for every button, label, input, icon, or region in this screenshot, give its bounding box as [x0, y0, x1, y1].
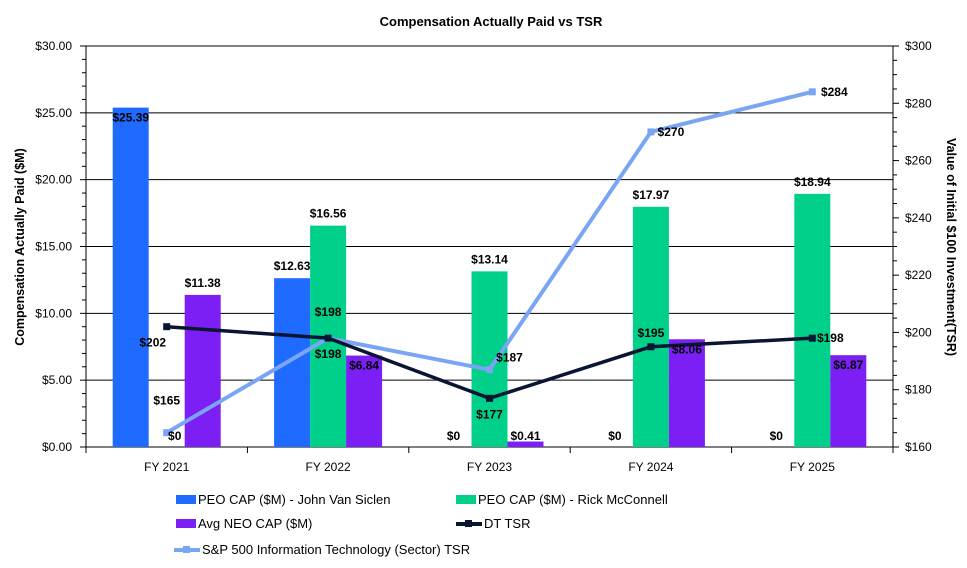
tsr-marker	[486, 394, 493, 402]
legend-item-avg-neo: Avg NEO CAP ($M)	[176, 516, 312, 531]
bar-data-label: $0	[168, 429, 182, 443]
tsr-marker	[647, 128, 655, 136]
y-tick-label: $20.00	[35, 173, 72, 187]
legend-swatch	[176, 519, 196, 528]
x-tick-label: FY 2022	[306, 460, 351, 474]
bar-data-label: $17.97	[633, 188, 670, 202]
bar	[507, 441, 544, 447]
bars	[112, 107, 867, 447]
bar-data-label: $0	[447, 429, 461, 443]
legend-swatch	[176, 495, 196, 504]
bar	[668, 339, 705, 447]
y-tick-label: $15.00	[35, 240, 72, 254]
bar-data-label: $6.84	[349, 359, 379, 373]
x-tick-label: FY 2024	[628, 460, 673, 474]
tsr-marker	[163, 429, 171, 437]
tsr-data-label: $284	[821, 85, 848, 99]
legend-label: S&P 500 Information Technology (Sector) …	[202, 542, 471, 557]
data-labels: $25.39 $12.63 $0 $0 $0 $0 $16.56 $13.14 $17.97 $1…	[112, 85, 863, 443]
chart-title: Compensation Actually Paid vs TSR	[380, 14, 603, 29]
bar	[346, 355, 383, 447]
legend-label: Avg NEO CAP ($M)	[198, 516, 313, 531]
tsr-data-label: $195	[638, 326, 665, 340]
bar-data-label: $0.41	[510, 429, 540, 443]
tsr-data-label: $198	[315, 347, 342, 361]
y2-tick-label: $220	[905, 268, 932, 282]
bar	[632, 206, 669, 447]
legend-line-marker	[174, 545, 200, 553]
tsr-data-label: $177	[476, 407, 503, 421]
legend-item-peo-van-siclen: PEO CAP ($M) - John Van Siclen	[176, 492, 390, 507]
legend-line-marker	[456, 519, 482, 527]
tsr-marker	[808, 88, 816, 96]
bar-data-label: $25.39	[112, 111, 149, 125]
bar-data-label: $16.56	[310, 207, 347, 221]
tsr-data-label: $165	[153, 394, 180, 408]
x-tick-label: FY 2025	[790, 460, 835, 474]
y2-tick-label: $280	[905, 96, 932, 110]
tsr-marker	[324, 334, 332, 342]
legend-label: DT TSR	[484, 516, 531, 531]
y-tick-label: $0.00	[42, 440, 72, 454]
bar	[112, 107, 149, 447]
tsr-marker	[808, 334, 816, 342]
bar	[274, 278, 311, 447]
legend-item-sp500-tsr: S&P 500 Information Technology (Sector) …	[174, 542, 470, 557]
legend-item-dt-tsr: DT TSR	[456, 516, 530, 531]
tsr-marker	[163, 323, 171, 331]
bar	[184, 294, 221, 447]
y2-tick-label: $200	[905, 325, 932, 339]
tsr-marker	[486, 366, 493, 374]
x-tick-label: FY 2021	[144, 460, 189, 474]
y-tick-label: $25.00	[35, 106, 72, 120]
bar-data-label: $12.63	[274, 259, 311, 273]
bar-data-label: $0	[608, 429, 622, 443]
tsr-marker	[647, 343, 655, 351]
lines	[163, 88, 816, 437]
y-tick-label: $10.00	[35, 306, 72, 320]
legend-label: PEO CAP ($M) - John Van Siclen	[198, 492, 391, 507]
bar-data-label: $18.94	[794, 175, 831, 189]
bar	[830, 355, 867, 447]
tsr-data-label: $198	[315, 305, 342, 319]
legend-item-peo-mcconnell: PEO CAP ($M) - Rick McConnell	[456, 492, 668, 507]
bar-data-label: $8.06	[672, 342, 702, 356]
y2-tick-label: $180	[905, 383, 932, 397]
y2-tick-label: $240	[905, 211, 932, 225]
y2-tick-label: $260	[905, 154, 932, 168]
y2-axis-title: Value of Initial $100 Investment(TSR)	[944, 138, 958, 356]
legend-swatch	[456, 495, 476, 504]
y2-tick-label: $160	[905, 440, 932, 454]
bar-data-label: $11.38	[185, 276, 221, 290]
y-tick-label: $30.00	[35, 39, 72, 53]
tsr-data-label: $187	[496, 351, 523, 365]
tsr-data-label: $202	[139, 336, 166, 350]
bar-data-label: $6.87	[833, 358, 863, 372]
bar-data-label: $0	[770, 429, 784, 443]
x-tick-label: FY 2023	[467, 460, 512, 474]
legend-label: PEO CAP ($M) - Rick McConnell	[478, 492, 668, 507]
bar-data-label: $13.14	[471, 252, 508, 266]
tsr-data-label: $198	[817, 331, 844, 345]
y2-tick-label: $300	[905, 39, 932, 53]
tsr-data-label: $270	[658, 125, 685, 139]
y-tick-label: $5.00	[42, 373, 72, 387]
bar	[471, 271, 508, 447]
y-axis-title: Compensation Actually Paid ($M)	[13, 148, 27, 345]
bar	[794, 193, 831, 447]
